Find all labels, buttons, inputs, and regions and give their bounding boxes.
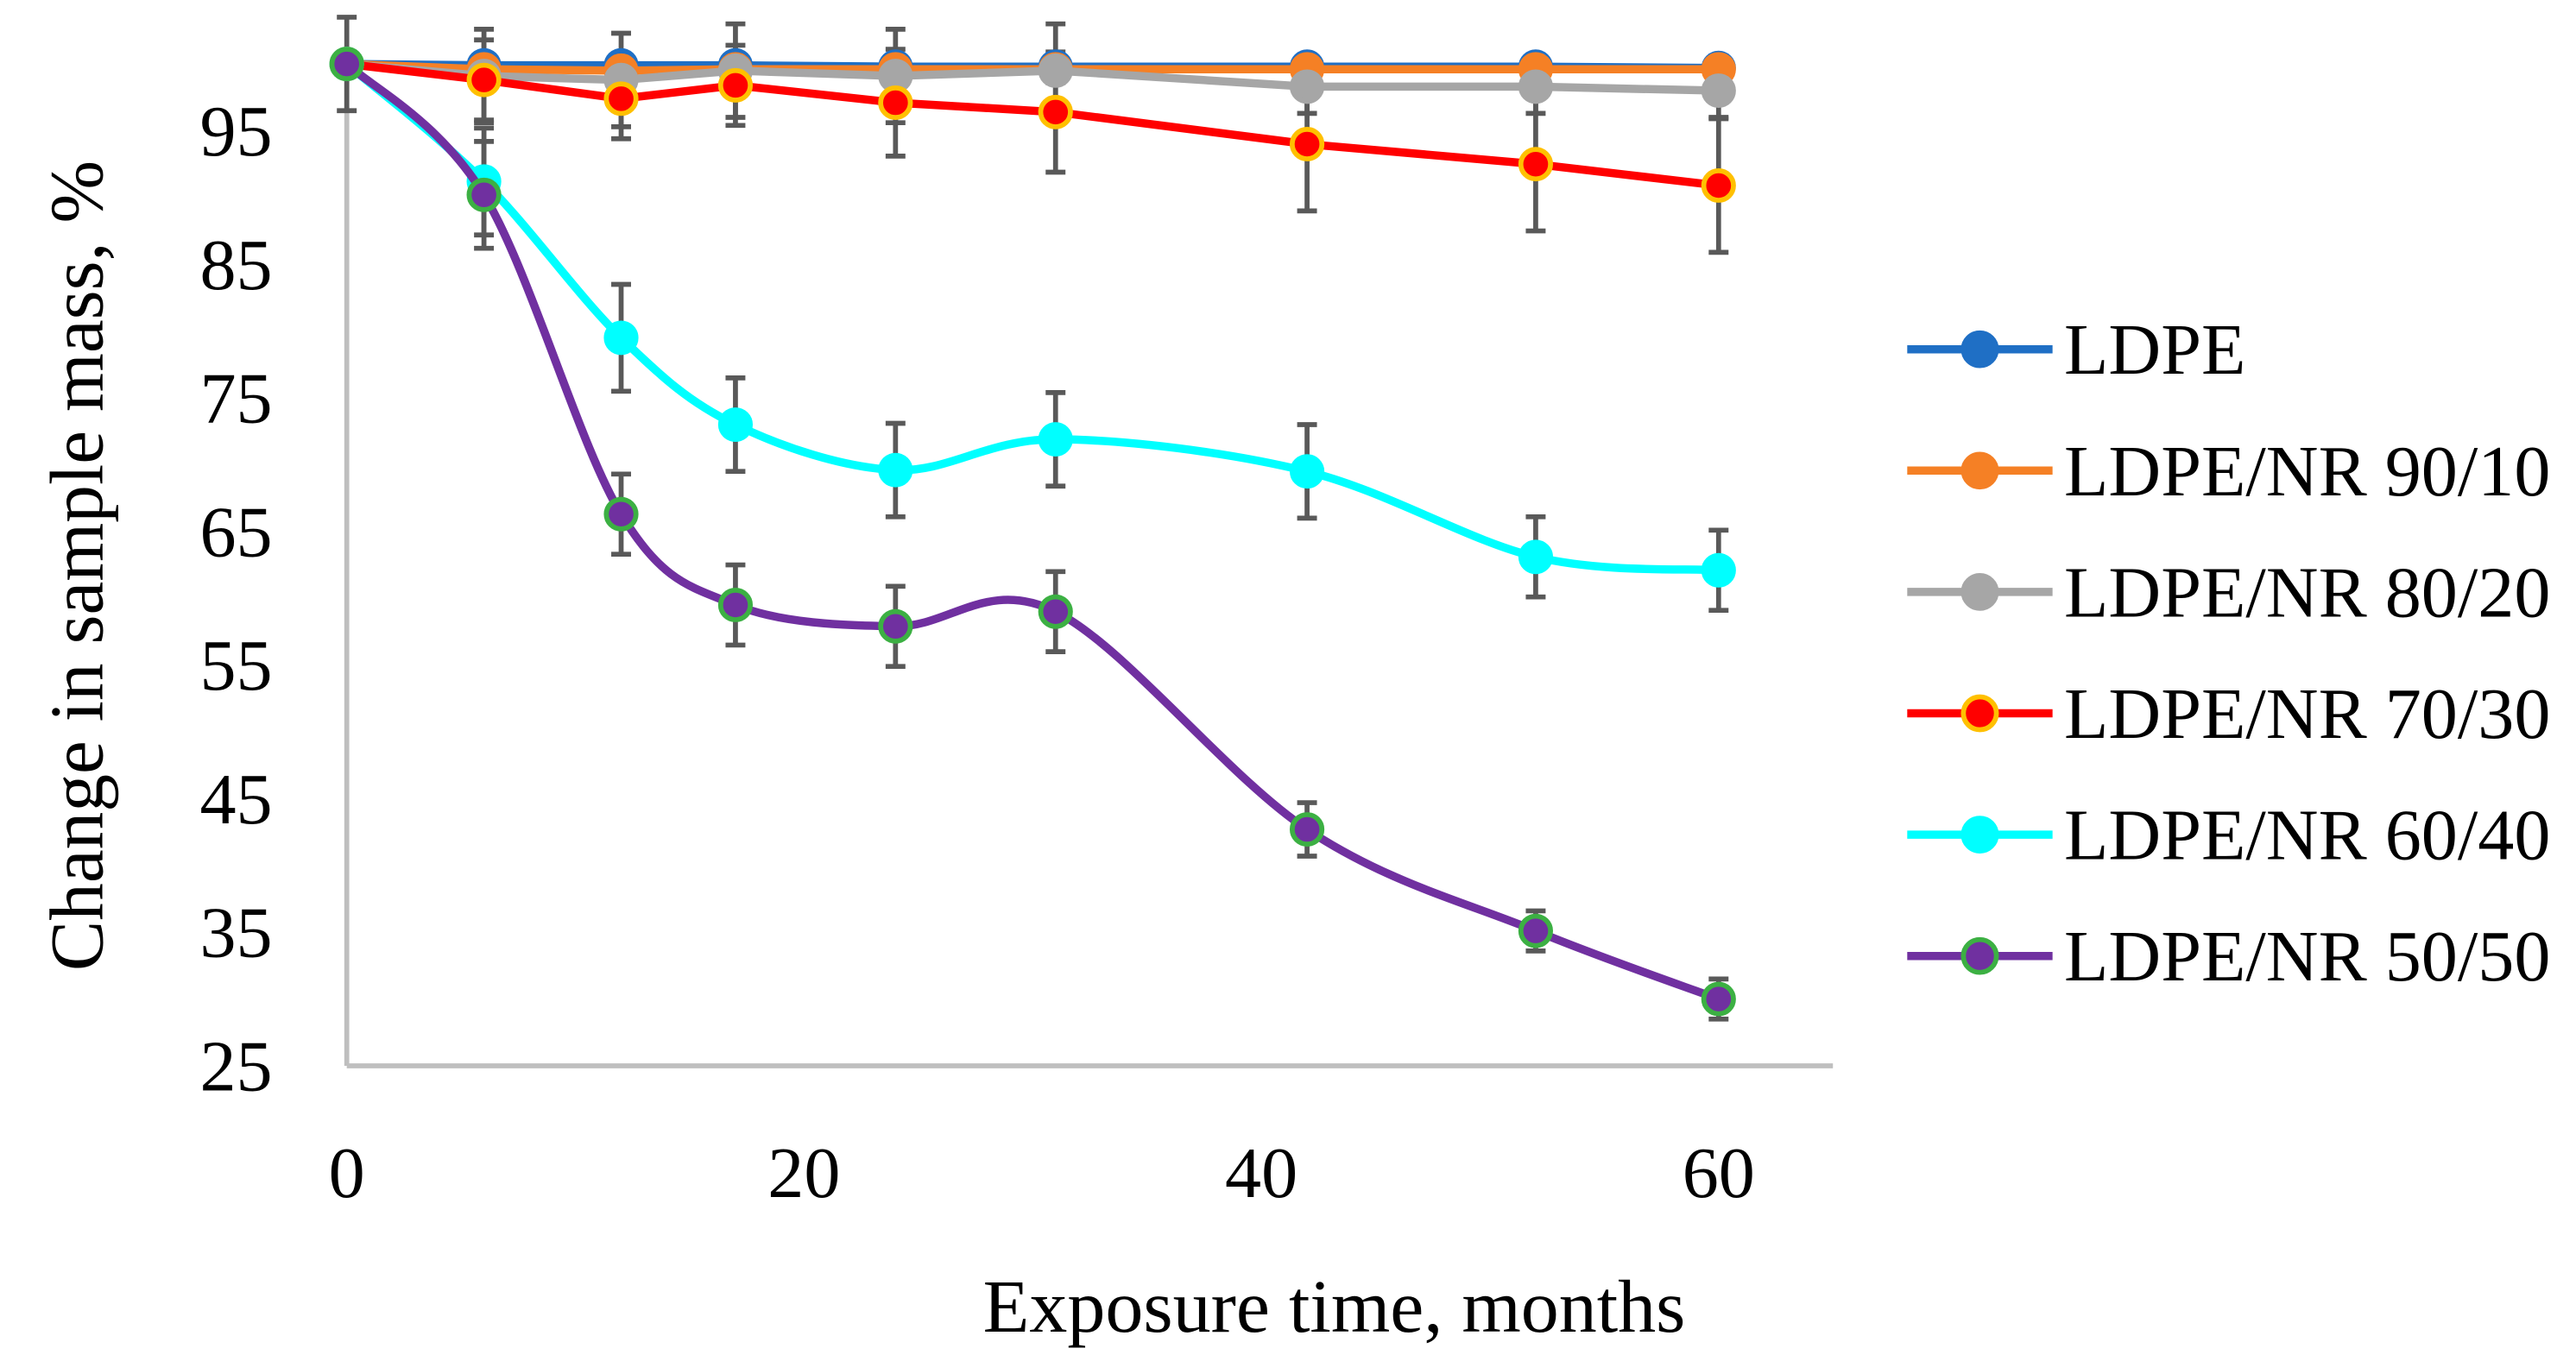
data-point <box>1701 168 1736 203</box>
y-tick-label: 55 <box>199 626 272 706</box>
data-point <box>329 47 364 82</box>
data-point <box>1701 73 1736 109</box>
error-bars-ldpe-nr-50-50 <box>474 139 1729 1022</box>
data-point <box>603 320 639 356</box>
data-point <box>1289 127 1325 161</box>
data-point <box>1701 981 1736 1017</box>
x-tick-label: 0 <box>329 1133 365 1213</box>
data-point <box>466 177 502 212</box>
legend-item: LDPE <box>1907 310 2245 390</box>
x-tick-label: 20 <box>767 1133 840 1213</box>
x-tick-label: 60 <box>1683 1133 1755 1213</box>
data-point <box>1289 812 1325 847</box>
series-ldpe-nr-50-50 <box>329 47 1736 1017</box>
y-tick-label: 35 <box>199 893 272 973</box>
data-point <box>717 407 754 442</box>
legend-item: LDPE/NR 50/50 <box>1907 917 2550 997</box>
legend-label: LDPE/NR 50/50 <box>2064 917 2550 997</box>
data-point <box>717 67 754 103</box>
data-point <box>1038 422 1073 457</box>
data-point <box>466 62 502 98</box>
legend-marker <box>1960 451 1999 490</box>
legend-item: LDPE/NR 70/30 <box>1907 674 2550 754</box>
error-bars-ldpe-nr-60-40 <box>474 125 1729 614</box>
legend-marker <box>1960 816 1999 854</box>
data-point <box>878 452 913 488</box>
data-point <box>1518 539 1554 575</box>
data-point <box>1289 454 1325 489</box>
y-tick-label: 65 <box>199 493 272 573</box>
legend: LDPE LDPE/NR 90/10 LDPE/NR 80/20 LDPE/NR 70… <box>1907 310 2550 997</box>
y-tick-label: 45 <box>199 759 272 840</box>
data-point <box>878 608 913 644</box>
y-tick-label: 85 <box>199 225 272 306</box>
legend-item: LDPE/NR 90/10 <box>1907 432 2550 512</box>
legend-label: LDPE/NR 60/40 <box>2064 796 2550 876</box>
legend-item: LDPE/NR 80/20 <box>1907 553 2550 633</box>
series-line <box>344 60 1720 575</box>
data-point <box>1289 69 1325 104</box>
series-line <box>344 60 1720 1004</box>
y-tick-label: 75 <box>199 359 272 439</box>
legend-label: LDPE/NR 70/30 <box>2064 674 2550 754</box>
data-point <box>717 588 754 622</box>
series-line <box>346 60 1720 190</box>
y-tick-label: 25 <box>199 1027 272 1107</box>
data-point <box>603 496 639 532</box>
legend-marker <box>1960 936 1999 975</box>
series-ldpe-nr-60-40 <box>329 47 1736 588</box>
data-point <box>1038 594 1073 629</box>
data-point <box>1038 94 1073 129</box>
data-point <box>1701 552 1736 588</box>
series-layer <box>329 15 1736 1022</box>
y-tick-label: 95 <box>199 91 272 172</box>
legend-marker <box>1960 330 1999 369</box>
x-tick-label: 40 <box>1225 1133 1297 1213</box>
data-point <box>1038 53 1073 88</box>
data-point <box>1518 147 1554 182</box>
legend-item: LDPE/NR 60/40 <box>1907 796 2550 876</box>
data-point <box>1518 913 1554 948</box>
legend-marker <box>1960 573 1999 611</box>
data-point <box>878 85 913 120</box>
data-point <box>603 81 639 117</box>
data-point <box>1518 69 1554 104</box>
legend-label: LDPE/NR 80/20 <box>2064 553 2550 633</box>
legend-label: LDPE/NR 90/10 <box>2064 432 2550 512</box>
legend-marker <box>1960 694 1999 733</box>
y-axis-label: Change in sample mass, % <box>35 161 118 971</box>
axes: 25 35 45 55 65 75 85 95 0 20 40 60 <box>199 64 1834 1213</box>
x-axis-label: Exposure time, months <box>983 1264 1686 1348</box>
legend-label: LDPE <box>2064 310 2245 390</box>
